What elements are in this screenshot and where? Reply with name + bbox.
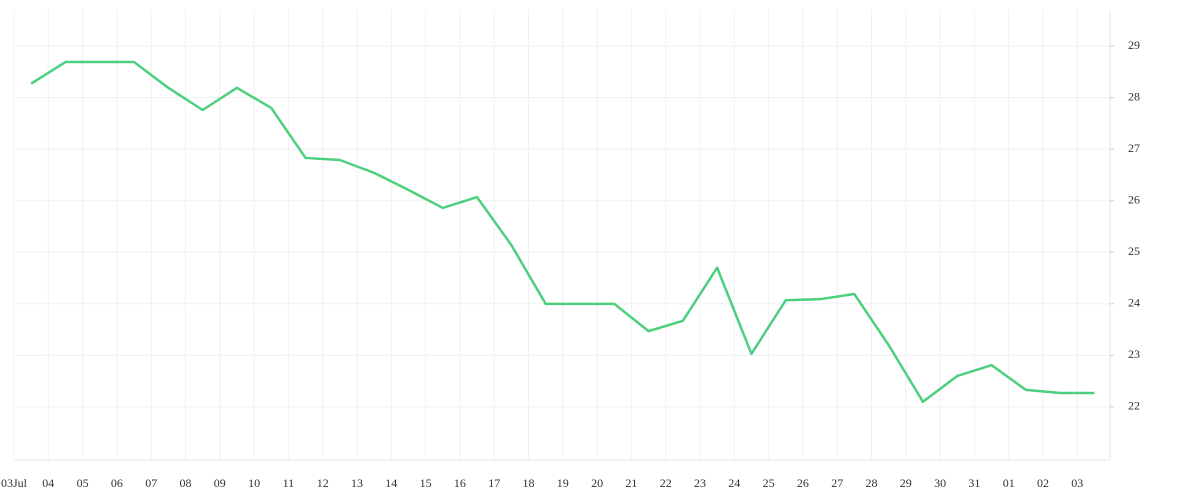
x-tick-label: 11 — [283, 476, 295, 490]
x-tick-label: 18 — [523, 476, 535, 490]
x-tick-label: 17 — [488, 476, 500, 490]
x-tick-label: 30 — [934, 476, 946, 490]
x-tick-label: 08 — [180, 476, 192, 490]
x-tick-label: 31 — [968, 476, 980, 490]
x-tick-label: 15 — [420, 476, 432, 490]
x-tick-label: 19 — [557, 476, 569, 490]
x-tick-label: 23 — [694, 476, 706, 490]
x-tick-label: 03Jul — [1, 476, 28, 490]
x-tick-label: 21 — [625, 476, 637, 490]
x-tick-label: 24 — [728, 476, 740, 490]
y-tick-label: 22 — [1128, 399, 1140, 413]
x-tick-label: 26 — [797, 476, 809, 490]
x-tick-label: 25 — [763, 476, 775, 490]
y-tick-label: 25 — [1128, 244, 1140, 258]
y-tick-label: 28 — [1128, 89, 1140, 103]
x-tick-label: 05 — [77, 476, 89, 490]
x-tick-label: 02 — [1037, 476, 1049, 490]
x-tick-label: 20 — [591, 476, 603, 490]
y-tick-label: 26 — [1128, 192, 1140, 206]
x-tick-label: 10 — [248, 476, 260, 490]
y-tick-label: 27 — [1128, 141, 1140, 155]
x-tick-label: 07 — [145, 476, 157, 490]
x-tick-label: 09 — [214, 476, 226, 490]
x-tick-label: 27 — [831, 476, 843, 490]
x-tick-label: 16 — [454, 476, 466, 490]
y-tick-label: 24 — [1128, 296, 1140, 310]
line-series — [30, 60, 1095, 404]
x-tick-label: 14 — [385, 476, 397, 490]
x-tick-label: 13 — [351, 476, 363, 490]
x-tick-label: 12 — [317, 476, 329, 490]
x-tick-label: 06 — [111, 476, 123, 490]
y-tick-label: 29 — [1128, 38, 1140, 52]
x-tick-label: 03 — [1071, 476, 1083, 490]
x-tick-label: 22 — [660, 476, 672, 490]
x-tick-label: 04 — [42, 476, 54, 490]
x-tick-label: 29 — [900, 476, 912, 490]
x-tick-label: 28 — [866, 476, 878, 490]
x-tick-label: 01 — [1003, 476, 1015, 490]
y-tick-label: 23 — [1128, 347, 1140, 361]
